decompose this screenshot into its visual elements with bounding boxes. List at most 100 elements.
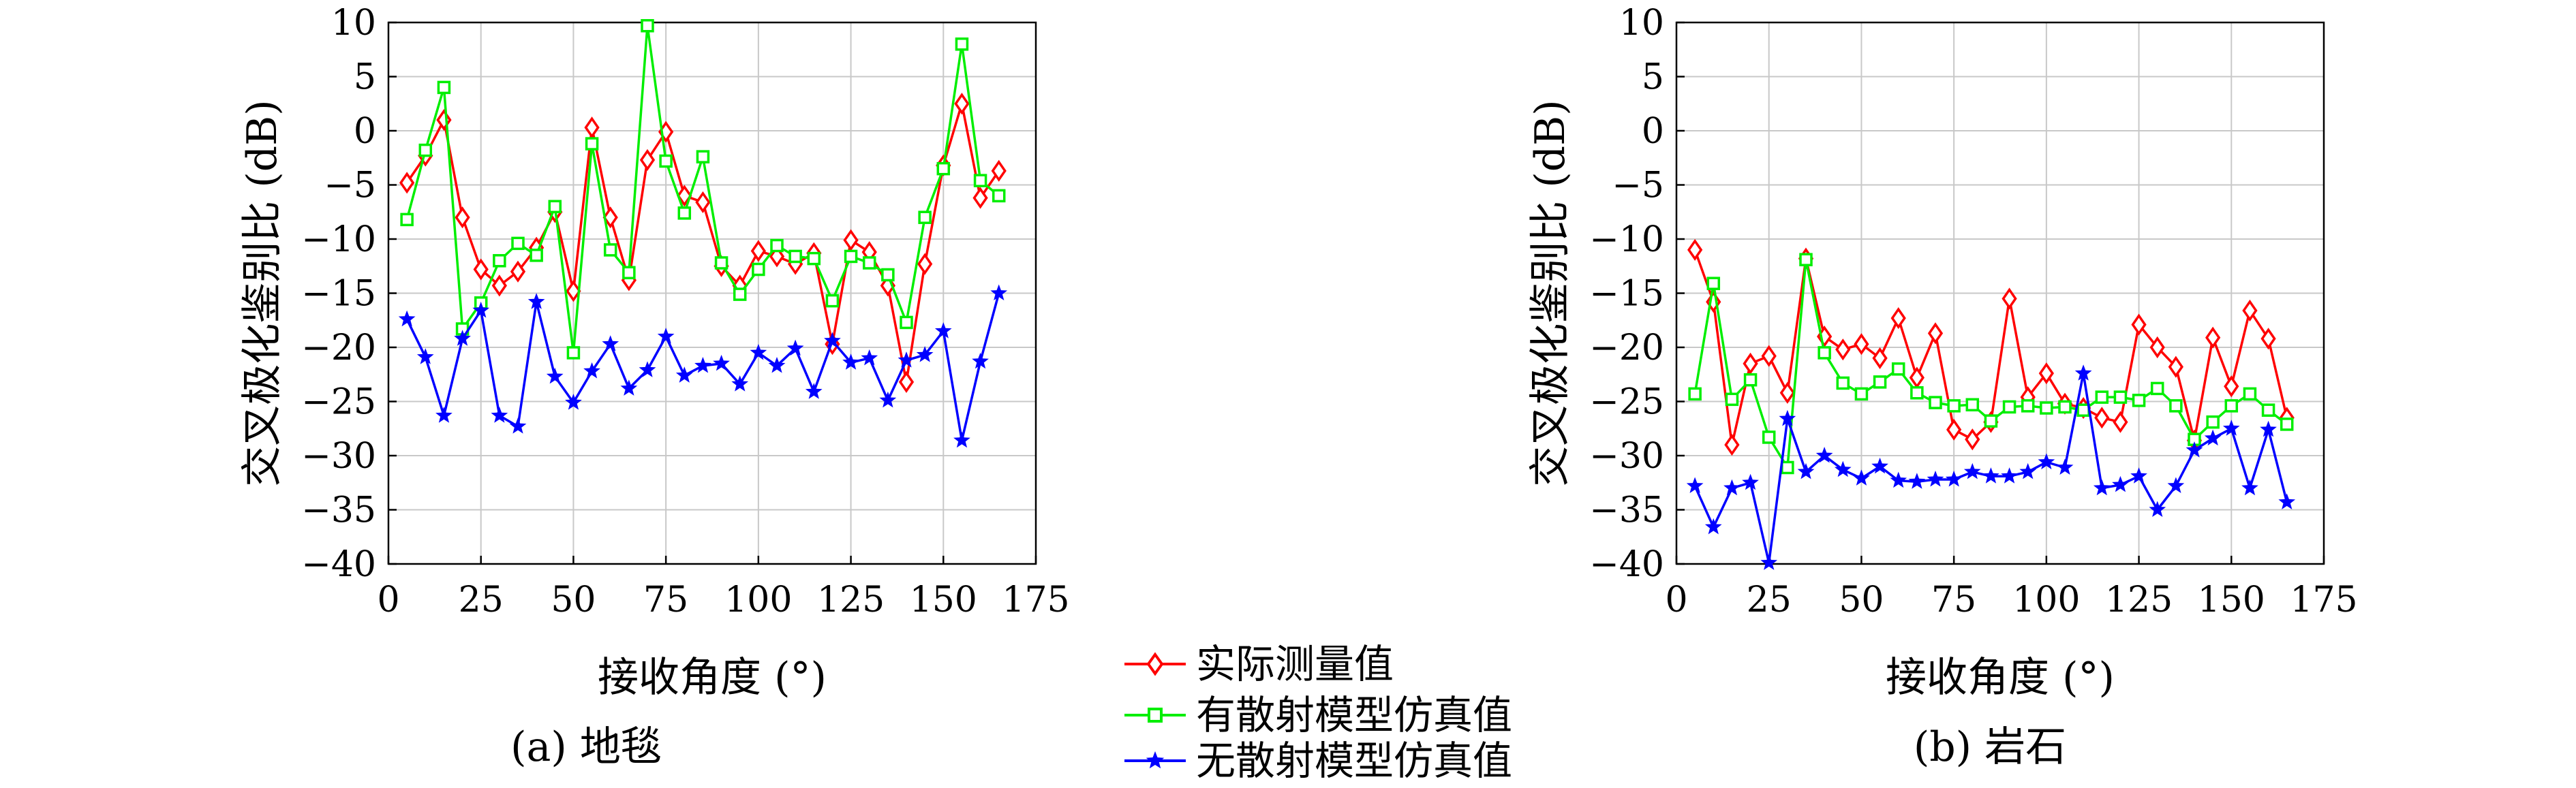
data-point — [1760, 554, 1778, 570]
data-point — [2186, 441, 2203, 458]
data-point — [2113, 411, 2128, 433]
x-tick-labels: 0 25 50 75 100 125 150 175 — [1665, 556, 2358, 620]
data-point — [585, 137, 599, 151]
data-point — [733, 287, 747, 301]
data-point — [602, 206, 618, 229]
x-tick-label: 150 — [2198, 580, 2265, 620]
data-point — [786, 339, 804, 356]
data-point — [1686, 477, 1704, 493]
data-point — [694, 357, 711, 373]
y-tick-label: −10 — [301, 219, 376, 260]
x-tick-label: 75 — [1931, 580, 1976, 620]
data-point — [1871, 457, 1888, 474]
y-tick-label: −25 — [1589, 382, 1664, 423]
y-tick-label: −15 — [301, 274, 376, 315]
data-point — [1688, 387, 1702, 401]
data-point — [750, 240, 766, 262]
data-point — [788, 249, 802, 264]
data-point — [527, 293, 545, 309]
data-point — [603, 243, 617, 257]
legend-item-measured: 实际测量值 — [1124, 641, 1394, 687]
data-point — [493, 254, 506, 268]
data-point — [1965, 428, 1980, 451]
data-point — [2132, 394, 2146, 407]
data-point — [1799, 253, 1813, 266]
data-point — [584, 116, 600, 139]
y-tick-label: 0 — [1642, 111, 1664, 152]
data-point — [675, 366, 693, 383]
y-tick-label: −30 — [1589, 436, 1664, 477]
data-point — [473, 258, 489, 281]
data-point — [1927, 322, 1944, 345]
data-point — [1946, 418, 1962, 441]
data-point — [435, 407, 453, 423]
x-tick-label: 125 — [2105, 580, 2173, 620]
series-0 — [399, 93, 1007, 393]
data-point — [2112, 475, 2129, 492]
y-tick-label: −20 — [1589, 328, 1664, 368]
data-point — [1909, 366, 1925, 389]
y-tick-label: −30 — [301, 436, 376, 477]
data-point — [2095, 390, 2109, 404]
data-point — [641, 19, 654, 33]
data-point — [955, 37, 969, 51]
y-tick-label: −20 — [301, 328, 376, 368]
data-point — [548, 200, 562, 214]
data-point — [622, 266, 636, 280]
legend-item-with-scatter: 有散射模型仿真值 — [1124, 692, 1512, 738]
x-tick-label: 100 — [2012, 580, 2080, 620]
data-point — [879, 391, 897, 408]
data-point — [455, 206, 470, 229]
data-point — [2206, 415, 2220, 429]
data-point — [2205, 326, 2221, 349]
data-point — [511, 236, 525, 251]
data-point — [1929, 396, 1942, 409]
data-point — [1872, 347, 1888, 369]
data-point — [2113, 390, 2128, 404]
data-point — [2002, 400, 2017, 414]
data-point — [713, 354, 730, 371]
caption-b: (b) 岩石 — [1914, 723, 2066, 771]
data-point — [731, 375, 749, 392]
series-line — [405, 102, 1000, 383]
y-tick-labels: 10 5 0 −5 −10 −15 −20 −25 −30 −35 −40 — [301, 3, 397, 585]
x-tick-label: 175 — [2290, 580, 2357, 620]
x-tick-label: 125 — [817, 580, 885, 620]
series-line — [405, 25, 1000, 354]
data-point — [842, 353, 859, 370]
data-point — [898, 371, 915, 393]
data-point — [714, 256, 729, 270]
data-point — [602, 335, 619, 351]
y-tick-labels: 10 5 0 −5 −10 −15 −20 −25 −30 −35 −40 — [1589, 3, 1685, 585]
data-point — [898, 351, 915, 368]
legend-label-no-scatter: 无散射模型仿真值 — [1196, 738, 1512, 784]
diamond-marker-icon — [1146, 652, 1164, 676]
x-tick-label: 25 — [1747, 580, 1792, 620]
data-point — [900, 315, 913, 330]
data-point — [509, 417, 527, 434]
data-point — [510, 260, 526, 283]
data-point — [2150, 381, 2164, 396]
data-point — [2222, 420, 2240, 436]
data-point — [2224, 375, 2239, 398]
data-point — [657, 328, 675, 344]
data-point — [2076, 403, 2090, 417]
x-tick-label: 0 — [377, 580, 399, 620]
y-tick-label: 5 — [1642, 57, 1664, 98]
data-point — [1704, 518, 1722, 535]
data-point — [491, 407, 508, 423]
data-point — [1854, 333, 1869, 356]
x-tick-label: 175 — [1002, 580, 1069, 620]
data-point — [2040, 401, 2053, 415]
data-point — [936, 161, 951, 176]
data-point — [2169, 399, 2183, 413]
data-point — [2001, 467, 2018, 484]
x-tick-label: 75 — [643, 580, 688, 620]
y-tick-label: −25 — [301, 382, 376, 423]
data-point — [1854, 387, 1869, 401]
data-point — [752, 262, 765, 277]
data-point — [2149, 336, 2165, 359]
